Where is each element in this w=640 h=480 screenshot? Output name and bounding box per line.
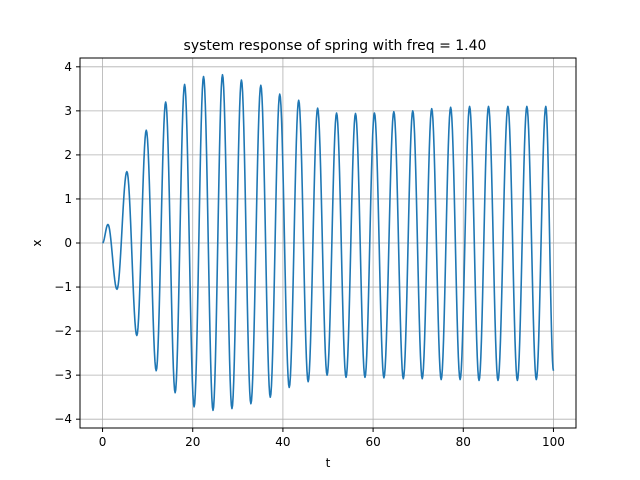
x-tick-label: 40	[275, 435, 290, 449]
series-group	[102, 73, 555, 412]
y-tick-label: 1	[64, 192, 72, 206]
y-tick-label: −2	[54, 324, 72, 338]
y-axis-label: x	[30, 239, 44, 246]
x-tick-label: 100	[542, 435, 565, 449]
x-axis-label: t	[326, 456, 331, 470]
y-tick-label: 2	[64, 148, 72, 162]
y-tick-label: −3	[54, 368, 72, 382]
series-line	[102, 73, 555, 412]
x-tick-label: 20	[185, 435, 200, 449]
y-tick-label: 3	[64, 104, 72, 118]
y-ticks: −4 −3 −2 −1 0 1 2 3 4	[54, 60, 80, 426]
x-tick-label: 0	[99, 435, 107, 449]
chart-title: system response of spring with freq = 1.…	[184, 38, 487, 54]
x-ticks: 0 20 40 60 80 100	[99, 428, 565, 449]
y-tick-label: 0	[64, 236, 72, 250]
y-tick-label: −1	[54, 280, 72, 294]
y-tick-label: 4	[64, 60, 72, 74]
x-tick-label: 60	[365, 435, 380, 449]
grid	[80, 58, 576, 428]
y-tick-label: −4	[54, 412, 72, 426]
x-tick-label: 80	[456, 435, 471, 449]
